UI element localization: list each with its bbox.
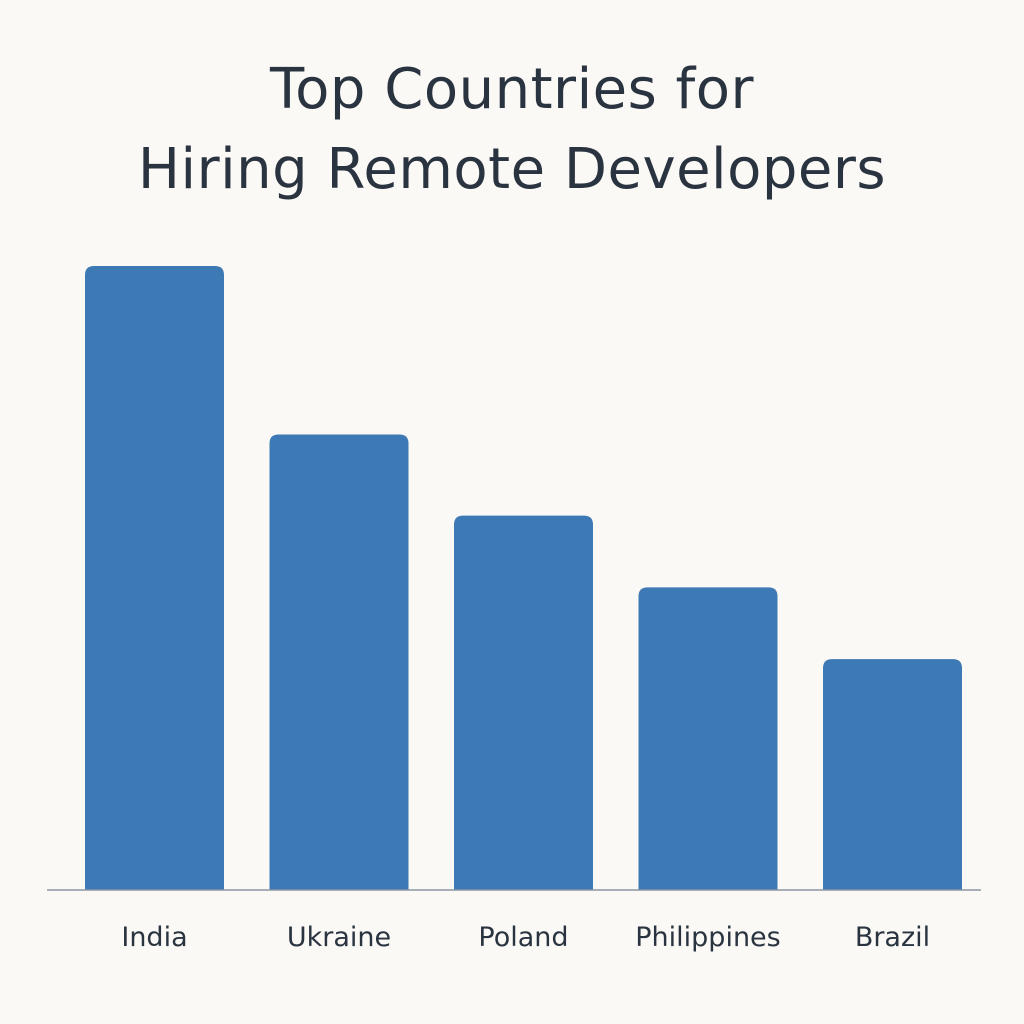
bars-group — [85, 266, 962, 890]
x-tick-label-india: India — [121, 922, 187, 953]
x-tick-label-brazil: Brazil — [855, 922, 930, 953]
chart-title-line-1: Top Countries for — [269, 57, 755, 122]
bar-poland — [454, 515, 593, 890]
x-tick-label-philippines: Philippines — [635, 922, 780, 953]
bar-brazil — [823, 659, 962, 890]
x-tick-label-ukraine: Ukraine — [287, 922, 391, 953]
x-tick-label-poland: Poland — [478, 922, 568, 953]
chart-title-line-2: Hiring Remote Developers — [137, 137, 887, 202]
bar-india — [85, 266, 224, 890]
bar-philippines — [638, 587, 778, 890]
chart-title: Top Countries for Hiring Remote Develope… — [0, 50, 1024, 210]
x-tick-labels: India Ukraine Poland Philippines Brazil — [121, 922, 930, 953]
bar-ukraine — [269, 434, 409, 890]
